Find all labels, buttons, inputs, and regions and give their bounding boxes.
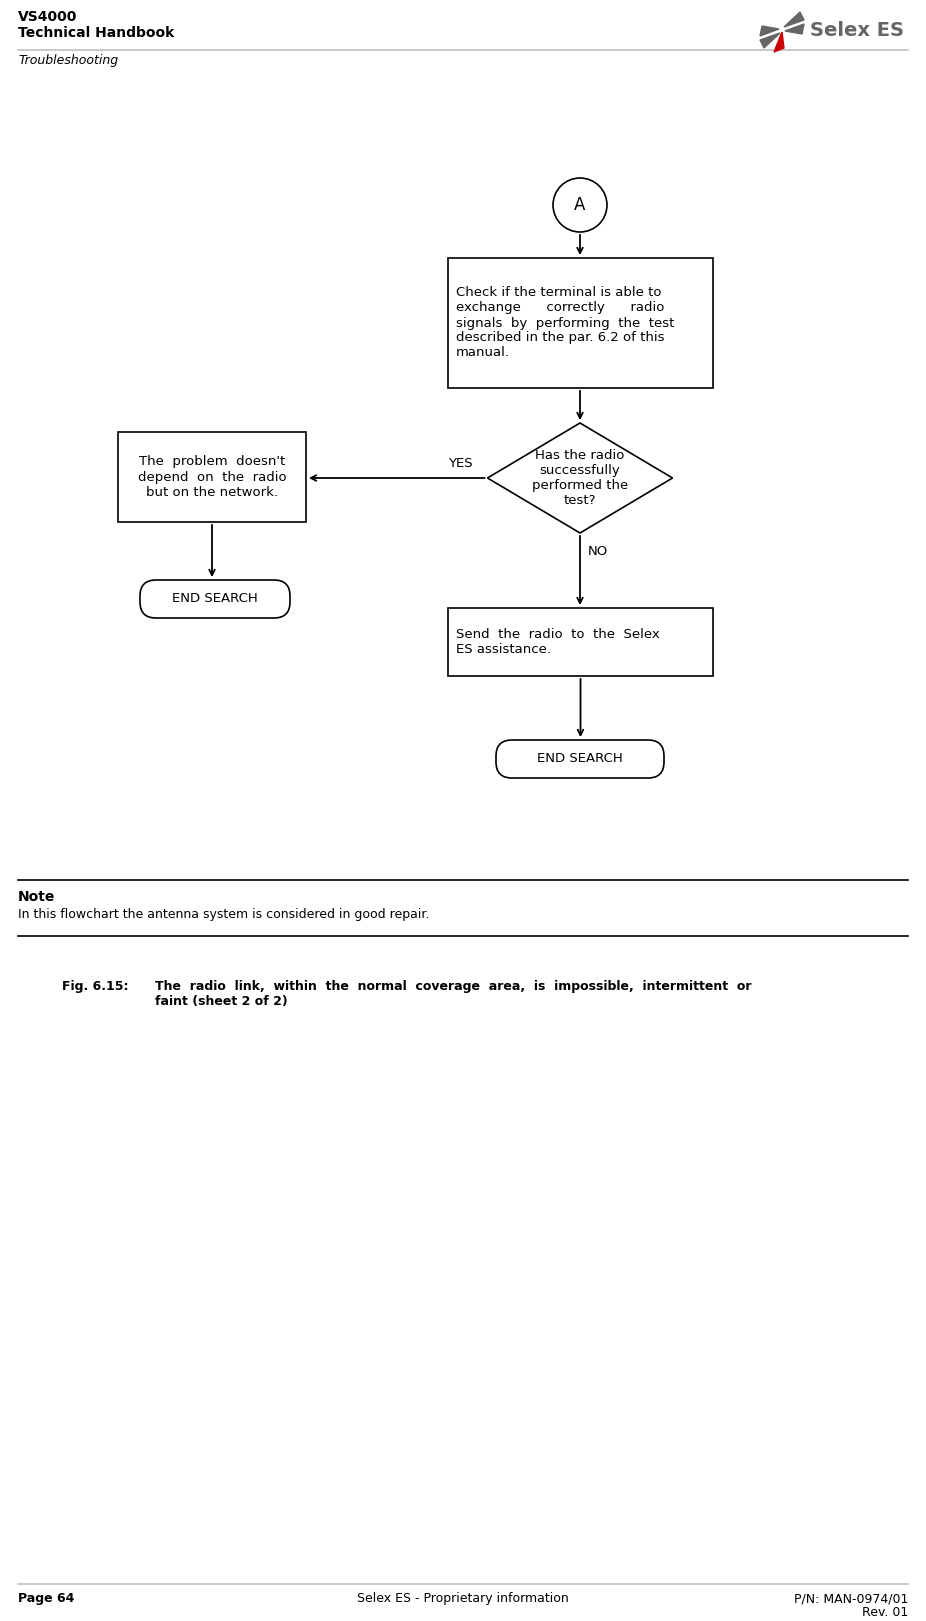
- FancyBboxPatch shape: [496, 741, 664, 778]
- Polygon shape: [785, 24, 804, 34]
- Text: VS4000: VS4000: [18, 10, 78, 24]
- Text: A: A: [574, 196, 585, 214]
- Bar: [448, 258, 713, 387]
- Bar: [448, 608, 713, 676]
- Text: The  radio  link,  within  the  normal  coverage  area,  is  impossible,  interm: The radio link, within the normal covera…: [155, 981, 752, 1008]
- Bar: [118, 433, 306, 522]
- Text: Troubleshooting: Troubleshooting: [18, 53, 119, 66]
- Polygon shape: [784, 11, 804, 28]
- Text: Note: Note: [18, 890, 56, 905]
- Text: Fig. 6.15:: Fig. 6.15:: [62, 981, 129, 994]
- Text: In this flowchart the antenna system is considered in good repair.: In this flowchart the antenna system is …: [18, 908, 430, 921]
- Text: Has the radio
successfully
performed the
test?: Has the radio successfully performed the…: [532, 449, 628, 507]
- Polygon shape: [774, 32, 784, 52]
- Text: Rev. 01: Rev. 01: [862, 1606, 908, 1619]
- Text: Page 64: Page 64: [18, 1592, 74, 1605]
- Text: Check if the terminal is able to
exchange      correctly      radio
signals  by : Check if the terminal is able to exchang…: [456, 287, 674, 360]
- Polygon shape: [487, 423, 672, 533]
- FancyBboxPatch shape: [140, 580, 290, 618]
- Text: END SEARCH: END SEARCH: [537, 752, 623, 765]
- Text: Selex ES: Selex ES: [810, 21, 904, 39]
- Polygon shape: [760, 32, 780, 49]
- Text: END SEARCH: END SEARCH: [172, 593, 257, 606]
- Text: Send  the  radio  to  the  Selex
ES assistance.: Send the radio to the Selex ES assistanc…: [456, 627, 659, 657]
- Text: YES: YES: [448, 457, 472, 470]
- Text: Selex ES - Proprietary information: Selex ES - Proprietary information: [357, 1592, 569, 1605]
- Polygon shape: [760, 26, 779, 36]
- Text: NO: NO: [588, 545, 608, 558]
- Circle shape: [553, 178, 607, 232]
- Text: The  problem  doesn't
depend  on  the  radio
but on the network.: The problem doesn't depend on the radio …: [138, 456, 286, 499]
- Text: Technical Handbook: Technical Handbook: [18, 26, 174, 41]
- Text: P/N: MAN-0974/01: P/N: MAN-0974/01: [794, 1592, 908, 1605]
